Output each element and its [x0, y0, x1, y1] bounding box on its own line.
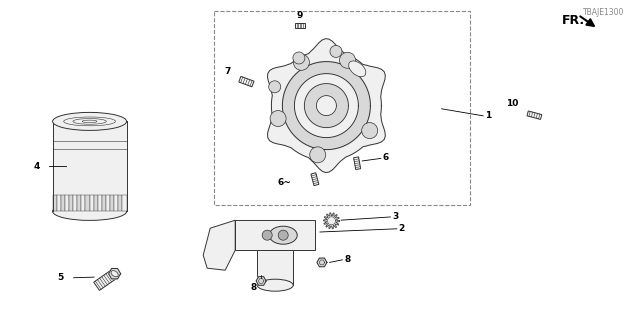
- Text: 9: 9: [296, 11, 303, 20]
- Text: 5: 5: [58, 273, 64, 282]
- Ellipse shape: [257, 279, 293, 291]
- Bar: [93, 196, 98, 212]
- Text: 10: 10: [506, 99, 518, 108]
- Text: 3: 3: [392, 212, 399, 221]
- Bar: [61, 196, 65, 212]
- Bar: [102, 196, 106, 212]
- Polygon shape: [317, 258, 327, 267]
- Circle shape: [278, 230, 288, 240]
- Bar: [118, 196, 122, 212]
- Bar: [52, 121, 127, 212]
- Polygon shape: [256, 276, 266, 285]
- Bar: [65, 196, 69, 212]
- Bar: [93, 269, 118, 291]
- Circle shape: [262, 230, 272, 240]
- Bar: [527, 111, 542, 119]
- Bar: [77, 196, 81, 212]
- Ellipse shape: [52, 203, 127, 220]
- Bar: [86, 196, 90, 212]
- Text: 7: 7: [224, 67, 230, 76]
- Bar: [294, 23, 305, 28]
- Circle shape: [362, 123, 378, 139]
- Polygon shape: [268, 39, 385, 172]
- Bar: [73, 196, 77, 212]
- Circle shape: [293, 52, 305, 64]
- Text: 6: 6: [383, 153, 389, 162]
- Text: FR.: FR.: [562, 14, 585, 27]
- Bar: [214, 11, 470, 205]
- Polygon shape: [109, 268, 120, 279]
- Text: 4: 4: [34, 162, 40, 171]
- Circle shape: [269, 81, 281, 93]
- Bar: [239, 76, 254, 87]
- Bar: [106, 196, 110, 212]
- Polygon shape: [323, 213, 339, 229]
- Circle shape: [310, 147, 326, 163]
- Bar: [90, 196, 93, 212]
- Bar: [311, 173, 319, 186]
- Ellipse shape: [52, 112, 127, 131]
- Circle shape: [330, 45, 342, 57]
- Polygon shape: [305, 84, 348, 128]
- Bar: [110, 196, 115, 212]
- Text: TBAJE1300: TBAJE1300: [582, 8, 624, 17]
- Bar: [122, 196, 127, 212]
- Text: 6~: 6~: [277, 178, 291, 187]
- Bar: [69, 196, 73, 212]
- Polygon shape: [316, 96, 337, 116]
- Ellipse shape: [349, 61, 366, 77]
- Bar: [115, 196, 118, 212]
- Bar: [57, 196, 61, 212]
- Circle shape: [270, 110, 286, 126]
- Text: 8: 8: [250, 284, 257, 292]
- Polygon shape: [328, 217, 335, 225]
- Polygon shape: [294, 74, 358, 138]
- Bar: [257, 250, 293, 285]
- Bar: [236, 220, 315, 250]
- Bar: [81, 196, 86, 212]
- Text: 1: 1: [485, 111, 492, 120]
- Ellipse shape: [111, 271, 118, 277]
- Polygon shape: [204, 220, 236, 270]
- Text: 2: 2: [399, 224, 405, 233]
- Bar: [98, 196, 102, 212]
- Circle shape: [340, 52, 356, 68]
- Polygon shape: [282, 62, 371, 149]
- Ellipse shape: [269, 226, 297, 244]
- Bar: [52, 196, 57, 212]
- Text: 8: 8: [344, 255, 351, 264]
- Bar: [354, 157, 360, 170]
- Circle shape: [293, 54, 309, 70]
